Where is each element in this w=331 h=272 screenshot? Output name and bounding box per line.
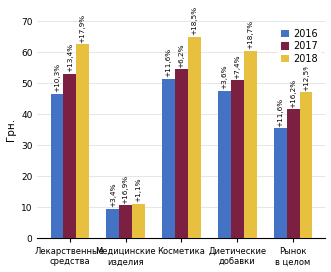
Bar: [218, 91, 231, 238]
Text: +18,7%: +18,7%: [247, 20, 253, 49]
Bar: [51, 94, 64, 238]
Bar: [274, 128, 287, 238]
Bar: [175, 69, 188, 238]
Text: +12,5%: +12,5%: [303, 62, 309, 91]
Text: +10,3%: +10,3%: [54, 63, 60, 92]
Bar: [64, 74, 76, 238]
Text: +6,2%: +6,2%: [178, 43, 184, 68]
Text: +18,5%: +18,5%: [191, 6, 197, 35]
Text: +16,9%: +16,9%: [123, 175, 129, 204]
Text: +3,4%: +3,4%: [110, 183, 116, 207]
Bar: [287, 110, 300, 238]
Bar: [119, 206, 132, 238]
Text: +13,4%: +13,4%: [67, 43, 73, 72]
Text: +7,4%: +7,4%: [234, 54, 240, 79]
Legend: 2016, 2017, 2018: 2016, 2017, 2018: [278, 26, 321, 67]
Text: +17,9%: +17,9%: [80, 14, 86, 43]
Text: +16,2%: +16,2%: [290, 79, 296, 108]
Text: +3,6%: +3,6%: [221, 65, 227, 89]
Text: +11,6%: +11,6%: [277, 97, 283, 126]
Text: +11,6%: +11,6%: [166, 48, 171, 77]
Y-axis label: Грн.: Грн.: [6, 118, 16, 141]
Bar: [106, 209, 119, 238]
Bar: [162, 79, 175, 238]
Bar: [132, 204, 145, 238]
Bar: [300, 92, 312, 238]
Bar: [244, 51, 257, 238]
Text: +1,1%: +1,1%: [135, 178, 141, 202]
Bar: [231, 80, 244, 238]
Bar: [76, 44, 89, 238]
Bar: [188, 37, 201, 238]
